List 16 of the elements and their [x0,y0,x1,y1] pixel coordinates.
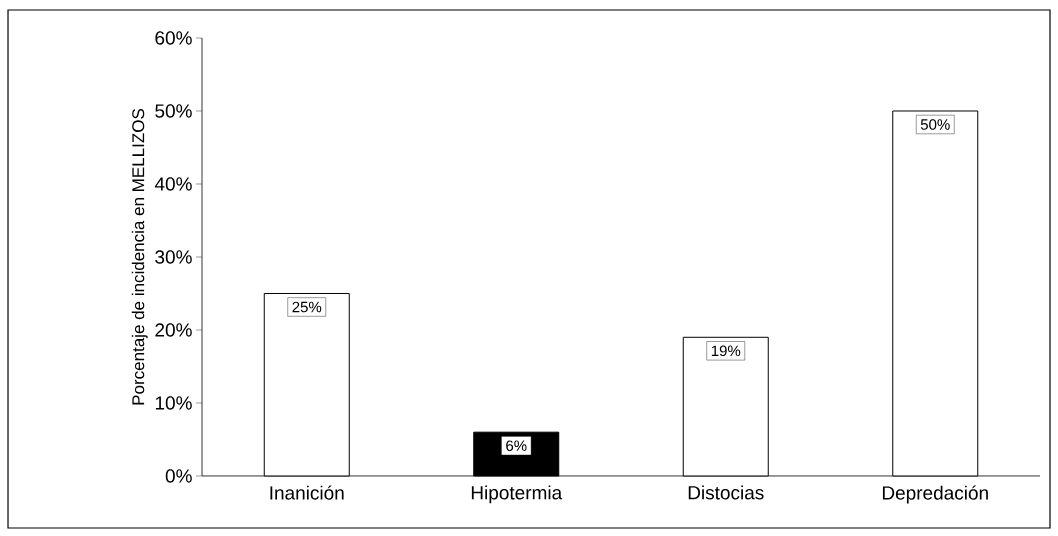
y-tick-label: 50% [155,104,192,118]
y-tick-label: 10% [155,396,192,410]
data-label: 25% [292,301,322,313]
y-tick-label: 30% [155,250,192,264]
x-tick-label: Depredación [882,485,988,504]
y-tick-label: 60% [155,31,192,45]
data-label: 50% [920,119,950,130]
x-tick-label: Inanición [270,485,344,500]
y-axis-title: Porcentaje de incidencia en MELLIZOS [131,108,148,405]
y-tick-label: 0% [165,469,192,483]
x-tick-label: Distocias [688,485,764,500]
y-tick-label: 20% [155,323,192,337]
data-label: 19% [711,345,741,357]
x-tick-label: Hipotermia [471,485,563,504]
data-label: 6% [506,440,527,451]
y-tick-label: 40% [154,177,192,191]
